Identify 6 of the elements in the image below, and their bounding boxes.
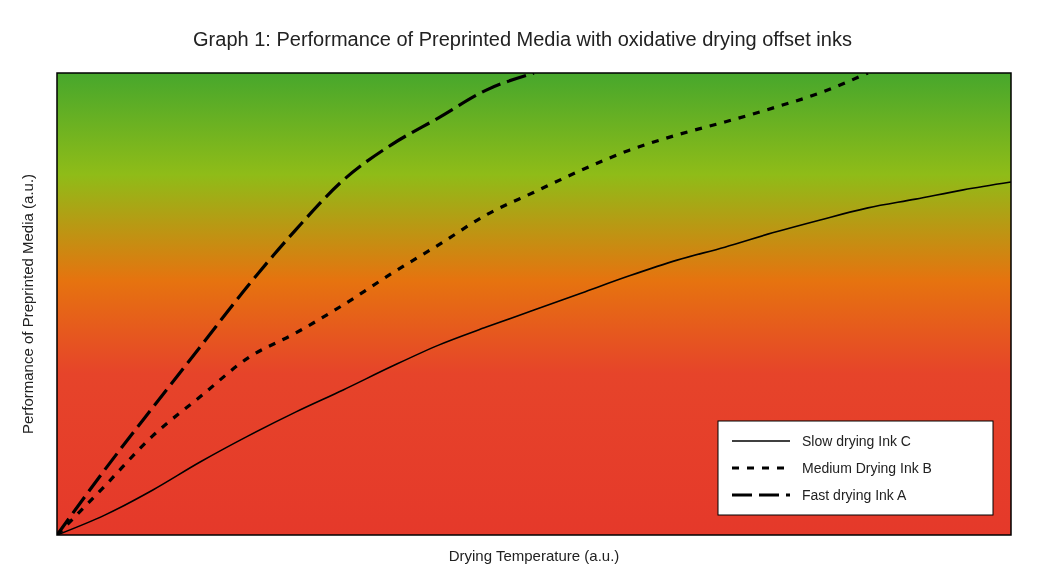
legend-label: Fast drying Ink A <box>802 487 907 503</box>
x-axis-title: Drying Temperature (a.u.) <box>448 547 620 564</box>
y-axis-title: Performance of Preprinted Media (a.u.) <box>19 173 36 435</box>
legend-label: Slow drying Ink C <box>802 433 911 449</box>
chart-title: Graph 1: Performance of Preprinted Media with oxidative drying offset inks <box>193 28 852 50</box>
legend-label: Medium Drying Ink B <box>802 460 932 476</box>
